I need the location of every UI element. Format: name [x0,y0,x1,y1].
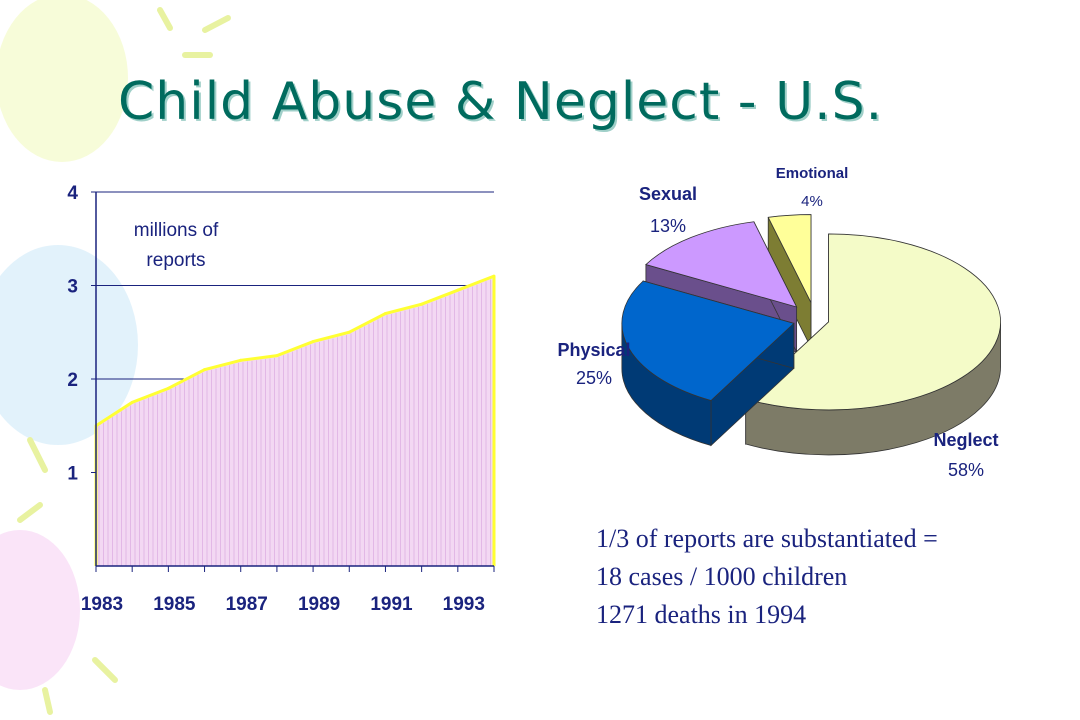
data-point-1985 [166,386,170,390]
data-point-1990 [347,330,351,334]
data-point-1987 [239,358,243,362]
notes-block: 1/3 of reports are substantiated = 18 ca… [596,520,938,634]
pie-slice-physical [621,280,795,447]
y-tick-label: 3 [67,277,78,298]
series-line [95,274,495,428]
balloon-blue [0,245,138,445]
slice-top [621,280,795,401]
x-tick-label: 1987 [226,594,268,615]
pie-value-sexual: 13% [650,216,686,236]
slice-top [645,221,798,308]
pie-slice-emotional [767,214,812,348]
pie-label-neglect: Neglect [933,430,998,450]
data-point-1984 [130,400,134,404]
pie-label-physical: Physical [557,340,630,360]
x-tick-label: 1989 [298,594,340,615]
data-point-1986 [203,368,207,372]
pie-value-physical: 25% [576,368,612,388]
x-tick-label: 1991 [370,594,413,615]
slice-top [744,233,1001,411]
note-line: 1/3 of reports are substantiated = [596,524,938,553]
data-point-1993 [456,288,460,292]
area-hatching [98,279,491,566]
x-tick-label: 1983 [81,594,123,615]
x-tick-label: 1993 [443,594,485,615]
slide-title: Child Abuse & Neglect - U.S. [118,72,884,132]
chart-annotation: reports [146,250,205,271]
y-tick-label: 2 [67,370,78,391]
data-point-1992 [420,302,424,306]
x-tick-label: 1985 [153,594,196,615]
slice-top [767,214,812,303]
pie-label-emotional: Emotional [776,165,849,182]
data-point-1989 [311,340,315,344]
abuse-type-pie-chart: Neglect 58% Physical 25% Sexual 13% Emotional 4… [557,165,1001,480]
y-tick-label: 1 [67,464,78,485]
y-tick-label: 4 [67,183,78,204]
chart-annotation: millions of [134,220,219,241]
sparkles [17,7,231,715]
data-point-1988 [275,354,279,358]
area-fill [96,276,494,566]
note-line: 1271 deaths in 1994 [596,600,807,629]
balloon-yellow [0,0,128,162]
data-point-1991 [383,312,387,316]
pie-label-sexual: Sexual [639,184,697,204]
pie-value-emotional: 4% [801,193,823,210]
pie-value-neglect: 58% [948,460,984,480]
note-line: 18 cases / 1000 children [596,562,848,591]
balloon-pink [0,530,80,690]
reports-area-chart: 1 2 3 4 1983 1985 1987 1989 1991 1993 millions of r… [67,183,496,615]
